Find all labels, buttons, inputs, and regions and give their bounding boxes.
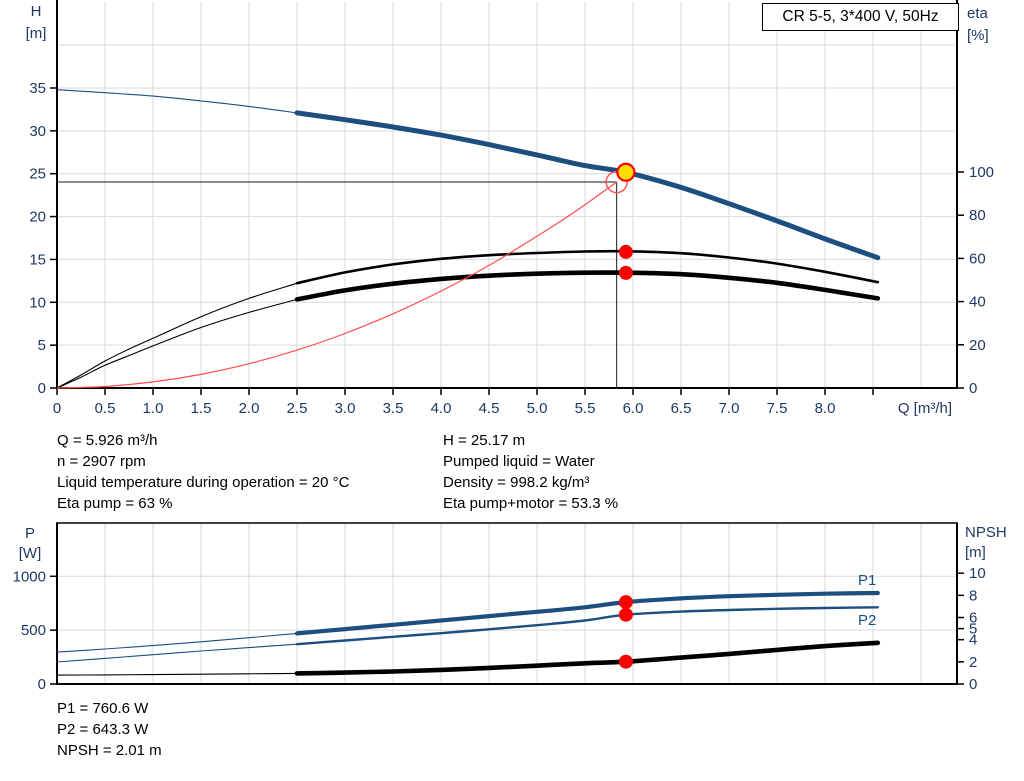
npsh-curve [294, 640, 881, 676]
right-tick-label: 2 [969, 654, 977, 671]
x-tick-label: 8.0 [815, 400, 836, 417]
eta-pump-motor-curve-thin [56, 298, 298, 389]
x-tick-label: 6.0 [623, 400, 644, 417]
x-tick-label: 1.5 [191, 400, 212, 417]
result-pumped-liquid: Pumped liquid = Water [443, 453, 595, 470]
npsh-curve-thin [56, 672, 298, 676]
left-axis-unit-label: [W] [19, 545, 42, 562]
result-eta-pump-motor: Eta pump+motor = 53.3 % [443, 495, 619, 512]
x-tick-label: 4.5 [479, 400, 500, 417]
eta-pump-curve [295, 249, 880, 285]
system-curve [56, 181, 618, 389]
left-tick-label: 0 [38, 676, 46, 693]
pump-curve-hq [294, 110, 881, 261]
result-speed: n = 2907 rpm [57, 453, 146, 470]
right-tick-label: 0 [969, 676, 977, 693]
x-tick-label: 5.5 [575, 400, 596, 417]
right-tick-label: 60 [969, 250, 986, 267]
pump-model-title: CR 5-5, 3*400 V, 50Hz [782, 8, 939, 25]
result-head: H = 25.17 m [443, 432, 526, 449]
right-axis-unit-label: eta [967, 5, 989, 22]
right-tick-label: 4 [969, 632, 977, 649]
left-tick-label: 15 [29, 251, 46, 268]
pump-curve-hq-thin [56, 89, 298, 114]
x-tick-label: 3.0 [335, 400, 356, 417]
left-axis-unit-label: [m] [26, 25, 47, 42]
pump-model-title-box: CR 5-5, 3*400 V, 50Hz [762, 3, 959, 31]
right-axis-unit-label: [m] [965, 544, 986, 561]
x-tick-label: 2.0 [239, 400, 260, 417]
left-tick-label: 500 [21, 622, 46, 639]
right-axis-unit-label: [%] [967, 27, 989, 44]
p2-curve [295, 606, 879, 646]
left-axis-unit-label: H [31, 3, 42, 20]
series-label-p1: P1 [858, 572, 876, 589]
npsh-point [618, 654, 633, 669]
x-tick-label: 7.5 [767, 400, 788, 417]
left-tick-label: 0 [38, 380, 46, 397]
left-tick-label: 5 [38, 337, 46, 354]
result-flow: Q = 5.926 m³/h [57, 432, 158, 449]
left-tick-label: 1000 [13, 568, 46, 585]
left-tick-label: 20 [29, 209, 46, 226]
left-tick-label: 25 [29, 166, 46, 183]
actual-duty-point [616, 162, 636, 182]
x-tick-label: 5.0 [527, 400, 548, 417]
right-axis-unit-label: NPSH [965, 524, 1007, 541]
left-tick-label: 10 [29, 294, 46, 311]
left-axis-unit-label: P [25, 525, 35, 542]
p1-curve-thin [56, 632, 298, 653]
series-label-p2: P2 [858, 612, 876, 629]
x-tick-label: 3.5 [383, 400, 404, 417]
x-tick-label: 0.5 [95, 400, 116, 417]
right-tick-label: 80 [969, 207, 986, 224]
right-tick-label: 100 [969, 164, 994, 181]
right-tick-label: 40 [969, 294, 986, 311]
x-tick-label: 7.0 [719, 400, 740, 417]
duty-result-block-left: Q = 5.926 m³/h n = 2907 rpm Liquid tempe… [57, 430, 349, 514]
right-tick-label: 5 [969, 621, 977, 638]
x-axis-unit-label: Q [m³/h] [898, 400, 952, 417]
eta-pump-motor-curve [294, 270, 881, 302]
eta-pump-point [618, 244, 633, 259]
p2-point [618, 607, 633, 622]
result-density: Density = 998.2 kg/m³ [443, 474, 590, 491]
x-tick-label: 2.5 [287, 400, 308, 417]
p1-curve [294, 590, 880, 636]
eta-pump-motor-point [618, 265, 633, 280]
right-tick-label: 8 [969, 587, 977, 604]
power-result-block: P1 = 760.6 W P2 = 643.3 W NPSH = 2.01 m [57, 698, 162, 761]
x-tick-label: 6.5 [671, 400, 692, 417]
result-p1: P1 = 760.6 W [57, 700, 149, 717]
x-tick-label: 0 [53, 400, 61, 417]
result-eta-pump: Eta pump = 63 % [57, 495, 173, 512]
right-tick-label: 10 [969, 565, 986, 582]
eta-pump-curve-thin [56, 282, 298, 389]
right-tick-label: 20 [969, 337, 986, 354]
duty-result-block-right: H = 25.17 m Pumped liquid = Water Densit… [443, 430, 618, 514]
right-tick-label: 0 [969, 380, 977, 397]
left-tick-label: 35 [29, 80, 46, 97]
x-tick-label: 4.0 [431, 400, 452, 417]
p2-curve-thin [56, 643, 298, 663]
right-tick-label: 6 [969, 610, 977, 627]
result-npsh: NPSH = 2.01 m [57, 742, 162, 759]
p1-point [618, 595, 633, 610]
x-tick-label: 1.0 [143, 400, 164, 417]
result-p2: P2 = 643.3 W [57, 721, 149, 738]
left-tick-label: 30 [29, 123, 46, 140]
result-liquid-temp: Liquid temperature during operation = 20… [57, 474, 350, 491]
